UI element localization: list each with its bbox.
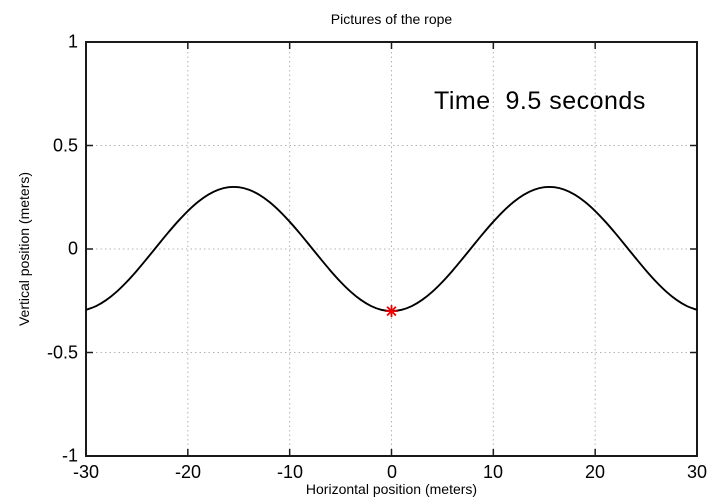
y-tick-label: 0 (67, 238, 78, 259)
y-tick-label: -0.5 (46, 342, 78, 363)
x-tick-label: -30 (72, 462, 100, 482)
x-tick-label: 10 (482, 462, 504, 482)
x-tick-label: -10 (276, 462, 304, 482)
x-tick-label: 0 (386, 462, 398, 482)
x-tick-label: 20 (584, 462, 606, 482)
plot-border (85, 41, 698, 457)
y-tick-label: -1 (61, 445, 78, 466)
x-tick-label: 30 (686, 462, 708, 482)
marked-point-asterisk (386, 306, 397, 317)
y-tick-label: 0.5 (52, 135, 78, 156)
time-annotation: Time 9.5 seconds (434, 87, 646, 115)
x-axis-label: Horizontal position (meters) (305, 481, 478, 497)
chart-title: Pictures of the rope (330, 11, 453, 27)
x-tick-label: -20 (174, 462, 202, 482)
y-tick-label: 1 (67, 31, 78, 52)
